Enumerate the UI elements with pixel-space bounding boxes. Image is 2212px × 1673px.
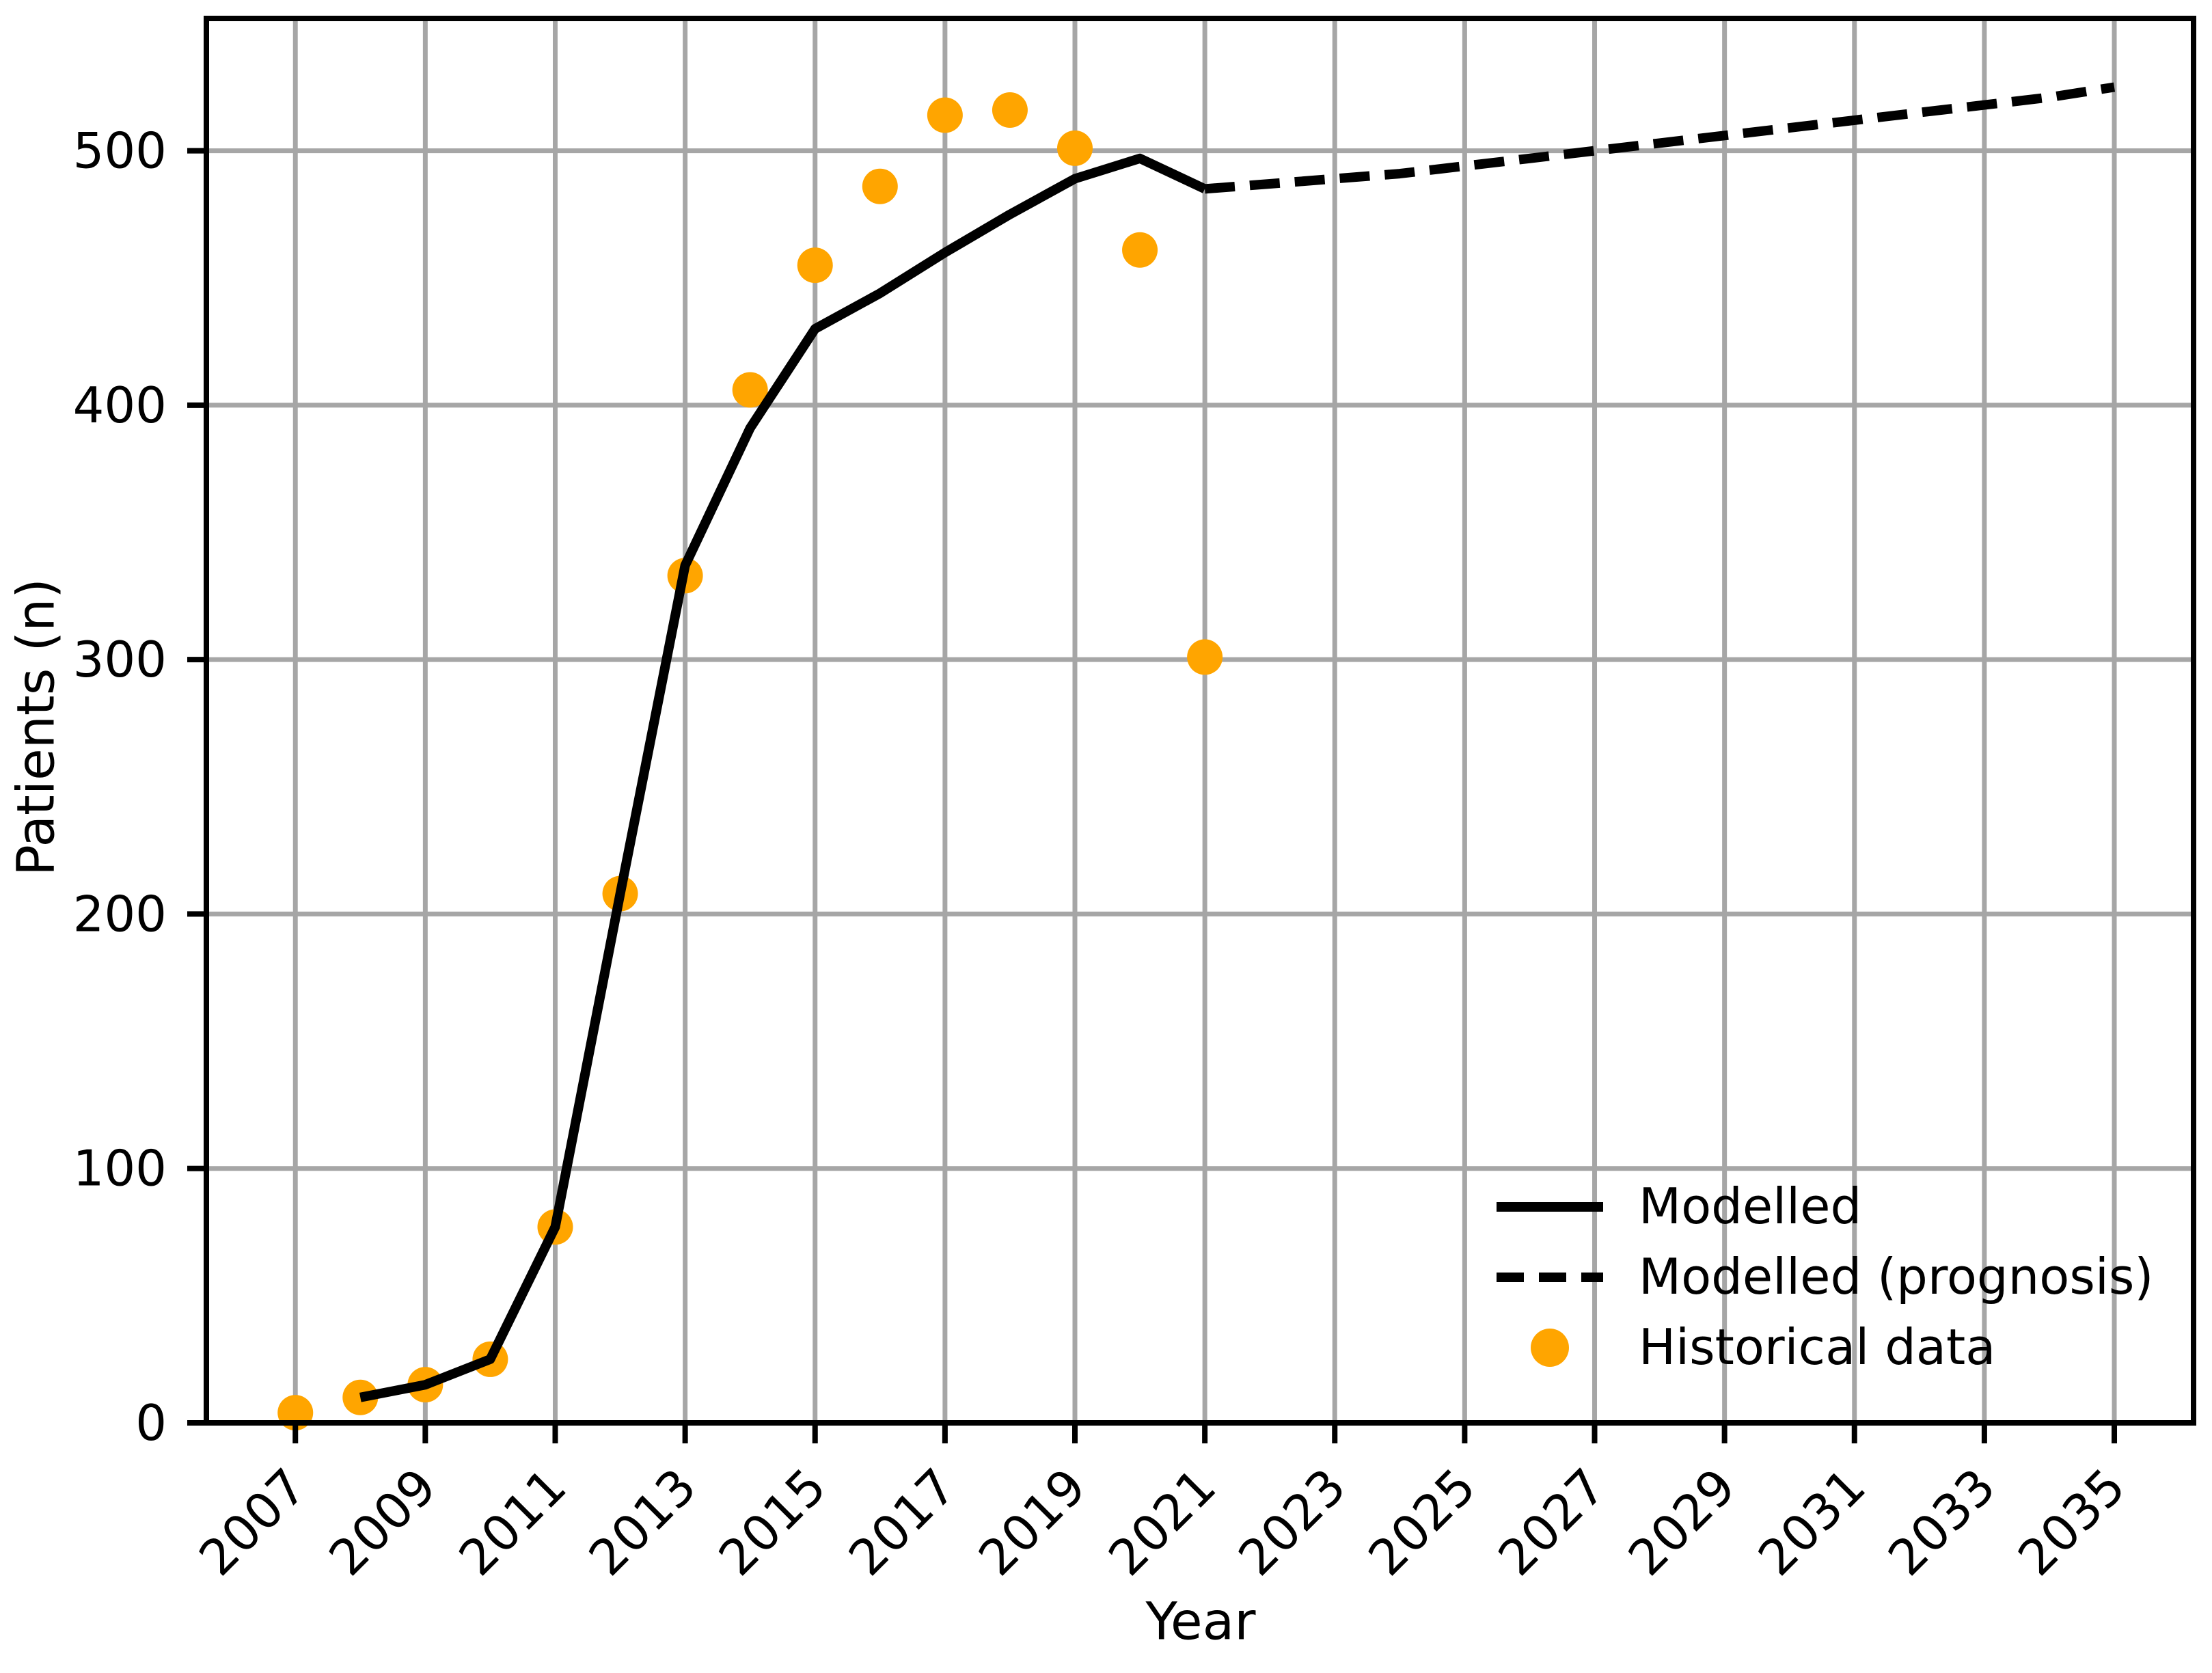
y-ticks bbox=[187, 148, 206, 1426]
data-point bbox=[732, 372, 768, 408]
modelled-line bbox=[359, 153, 1207, 1402]
x-tick-label: 2023 bbox=[1227, 1458, 1356, 1587]
x-tick-label: 2011 bbox=[448, 1458, 577, 1587]
y-tick-label: 500 bbox=[73, 122, 167, 180]
legend-label: Modelled (prognosis) bbox=[1639, 1247, 2154, 1305]
x-tick-label: 2027 bbox=[1488, 1458, 1617, 1587]
x-tick-label: 2019 bbox=[968, 1458, 1097, 1587]
y-tick-label: 200 bbox=[73, 885, 167, 942]
x-ticks bbox=[292, 1423, 2118, 1443]
y-tick-label: 400 bbox=[73, 377, 167, 434]
x-tick-label: 2007 bbox=[188, 1458, 317, 1587]
x-tick-label: 2029 bbox=[1617, 1458, 1747, 1587]
plot-border bbox=[204, 16, 2196, 1426]
x-tick-label: 2031 bbox=[1747, 1458, 1876, 1587]
data-point bbox=[797, 247, 833, 284]
x-tick-label: 2015 bbox=[708, 1458, 837, 1587]
x-tick-label: 2035 bbox=[2007, 1458, 2136, 1587]
data-point bbox=[927, 97, 963, 133]
y-axis-label: Patients (n) bbox=[5, 578, 66, 876]
x-tick-label: 2009 bbox=[318, 1458, 447, 1587]
legend-entry-prognosis: Modelled (prognosis) bbox=[1497, 1242, 2153, 1312]
data-point bbox=[1122, 232, 1158, 268]
data-point bbox=[1057, 130, 1093, 166]
prognosis-line bbox=[1204, 82, 2116, 194]
y-tick-labels: 0 100 200 300 400 500 bbox=[73, 122, 167, 1452]
legend-label: Modelled bbox=[1639, 1177, 1862, 1235]
data-point bbox=[862, 168, 898, 204]
x-axis-label: Year bbox=[1145, 1590, 1256, 1652]
legend-entry-modelled: Modelled bbox=[1497, 1171, 2153, 1242]
data-point bbox=[1187, 639, 1223, 675]
y-tick-label: 100 bbox=[73, 1140, 167, 1197]
x-tick-label: 2033 bbox=[1877, 1458, 2006, 1587]
x-tick-label: 2017 bbox=[838, 1458, 967, 1587]
x-tick-labels: 2007 2009 2011 2013 2015 2017 2019 2021 2023 2025… bbox=[188, 1458, 2136, 1587]
legend-sample bbox=[1497, 1328, 1603, 1367]
dot-marker-icon bbox=[1531, 1328, 1569, 1367]
x-tick-label: 2021 bbox=[1097, 1458, 1227, 1587]
x-tick-label: 2013 bbox=[578, 1458, 707, 1587]
legend-sample bbox=[1497, 1201, 1603, 1212]
y-tick-label: 0 bbox=[135, 1394, 167, 1452]
legend-label: Historical data bbox=[1639, 1318, 1996, 1376]
x-tick-label: 2025 bbox=[1357, 1458, 1486, 1587]
historical-dots bbox=[277, 92, 1223, 1431]
y-tick-label: 300 bbox=[73, 631, 167, 688]
legend-sample bbox=[1497, 1272, 1603, 1282]
legend: Modelled Modelled (prognosis) Historical… bbox=[1497, 1171, 2153, 1383]
legend-entry-historical: Historical data bbox=[1497, 1312, 2153, 1383]
data-point bbox=[992, 92, 1028, 128]
dashed-line-icon bbox=[1497, 1272, 1603, 1282]
solid-line-icon bbox=[1497, 1201, 1603, 1212]
